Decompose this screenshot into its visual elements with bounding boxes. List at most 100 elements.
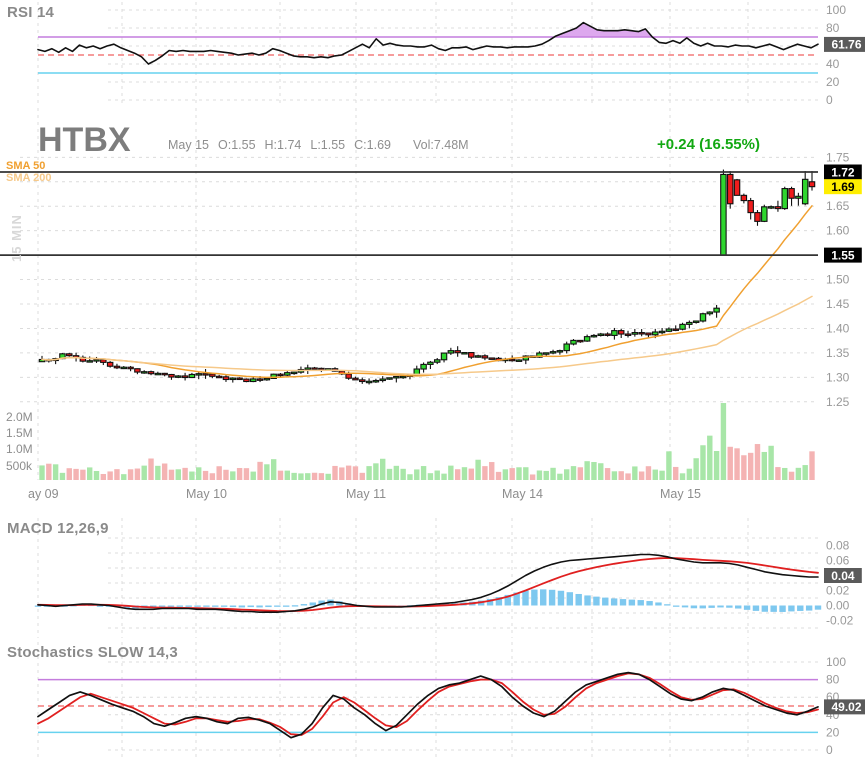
sma-50-legend[interactable]: SMA 50 xyxy=(6,160,46,172)
price-badge-1-72: 1.72 xyxy=(824,164,862,180)
volume-bar xyxy=(754,444,761,480)
candle-body xyxy=(188,373,196,379)
volume-bar xyxy=(73,468,79,480)
date-label: May 11 xyxy=(346,487,386,501)
svg-text:1.69: 1.69 xyxy=(831,180,855,194)
rsi-ytick-80: 80 xyxy=(826,21,840,35)
rsi-ytick-40: 40 xyxy=(826,57,840,71)
candle-body xyxy=(284,372,291,376)
volume-bar xyxy=(632,466,638,480)
candle-body xyxy=(570,339,577,345)
candle-body xyxy=(577,339,584,343)
macd-hist-bar xyxy=(495,597,503,606)
candle-body xyxy=(481,355,489,359)
volume-bar xyxy=(489,462,495,480)
macd-ytick-002: 0.02 xyxy=(826,584,850,598)
macd-value-badge: 0.04 xyxy=(824,568,862,583)
volume-bar xyxy=(298,473,304,480)
candle-body xyxy=(665,328,673,332)
volume-bar xyxy=(66,468,72,480)
candle-body xyxy=(624,333,632,336)
candle-body xyxy=(590,334,598,338)
ohlc-quote-bar: May 15 O:1.55 H:1.74 L:1.55 C:1.69 Vol:7.48M xyxy=(168,138,478,152)
candle-body xyxy=(645,332,652,336)
candle-body xyxy=(788,188,795,199)
candle-body xyxy=(372,379,380,383)
macd-hist-bar xyxy=(96,605,104,607)
candle-body xyxy=(256,378,264,381)
sma-200-legend[interactable]: SMA 200 xyxy=(6,172,52,184)
rsi-ytick-100: 100 xyxy=(826,3,846,17)
candle-body xyxy=(236,377,243,381)
timeframe-label: 15 MIN xyxy=(9,214,24,262)
candle-body xyxy=(66,353,73,357)
volume-bar xyxy=(475,459,481,480)
candle-body xyxy=(631,332,639,335)
price-ytick-1-25: 1.25 xyxy=(826,395,850,409)
volume-bar xyxy=(114,469,120,480)
volume-bar xyxy=(468,468,474,480)
volume-bar xyxy=(618,471,624,480)
macd-hist-bar xyxy=(655,602,662,606)
volume-bar xyxy=(107,471,113,480)
macd-hist-bar xyxy=(575,593,582,606)
macd-hist-bar xyxy=(34,605,42,607)
macd-hist-bar xyxy=(504,594,511,606)
candle-body xyxy=(113,365,121,369)
candle-body xyxy=(215,375,223,379)
price-chart-svg[interactable]: 1.751.701.651.601.551.501.451.401.351.30… xyxy=(0,108,865,516)
macd-hist-bar xyxy=(752,605,760,611)
candle-body xyxy=(263,377,271,381)
candle-body xyxy=(100,359,107,363)
rsi-ytick-20: 20 xyxy=(826,75,840,89)
volume-bar xyxy=(339,467,345,480)
candle-body xyxy=(359,379,366,383)
volume-bar xyxy=(155,465,161,480)
candle-body xyxy=(195,373,202,376)
candle-body xyxy=(597,333,605,337)
volume-bar xyxy=(454,469,461,480)
rsi-chart-svg: 100 80 40 20 0 61.76 xyxy=(37,2,865,107)
volume-bar xyxy=(86,467,93,480)
date-label: ay 09 xyxy=(28,487,59,501)
macd-hist-bar xyxy=(176,605,184,607)
candle-body xyxy=(474,355,482,358)
volume-bar xyxy=(427,473,434,480)
date-label: May 14 xyxy=(502,487,543,501)
macd-hist-bar xyxy=(265,605,272,608)
candle-body xyxy=(229,377,237,381)
candle-body xyxy=(733,179,741,196)
candle-body xyxy=(249,378,257,383)
volume-bar xyxy=(741,455,747,480)
macd-hist-bar xyxy=(664,604,671,606)
volume-bar xyxy=(325,473,331,480)
rsi-line xyxy=(37,21,819,65)
quote-volume: Vol:7.48M xyxy=(412,138,469,152)
candle-body xyxy=(761,206,768,222)
volume-bar xyxy=(679,473,686,480)
volume-bar xyxy=(638,471,645,480)
volume-bar xyxy=(52,464,59,480)
macd-hist-bar xyxy=(229,605,237,608)
volume-bar xyxy=(809,451,815,480)
rsi-ytick-0: 0 xyxy=(826,93,833,107)
volume-ytick-2.0M: 2.0M xyxy=(6,410,33,424)
macd-ytick-000: 0.00 xyxy=(826,599,850,613)
candle-body xyxy=(672,328,679,331)
candle-body xyxy=(386,377,393,380)
volume-bar xyxy=(284,470,291,480)
candle-body xyxy=(311,367,318,370)
macd-line xyxy=(37,553,819,613)
volume-bar xyxy=(359,472,365,480)
macd-hist-bar xyxy=(566,592,574,606)
macd-hist-bar xyxy=(726,605,733,608)
candle-body xyxy=(726,173,734,205)
candle-body xyxy=(352,377,359,381)
macd-chart-svg: 0.080.06 0.020.00-0.02 0.04 xyxy=(34,518,862,638)
macd-hist-bar xyxy=(167,605,175,607)
candle-body xyxy=(175,375,182,378)
volume-bar xyxy=(311,472,318,480)
volume-bar xyxy=(768,445,774,480)
macd-hist-bar xyxy=(194,605,201,607)
volume-bar xyxy=(707,435,713,480)
